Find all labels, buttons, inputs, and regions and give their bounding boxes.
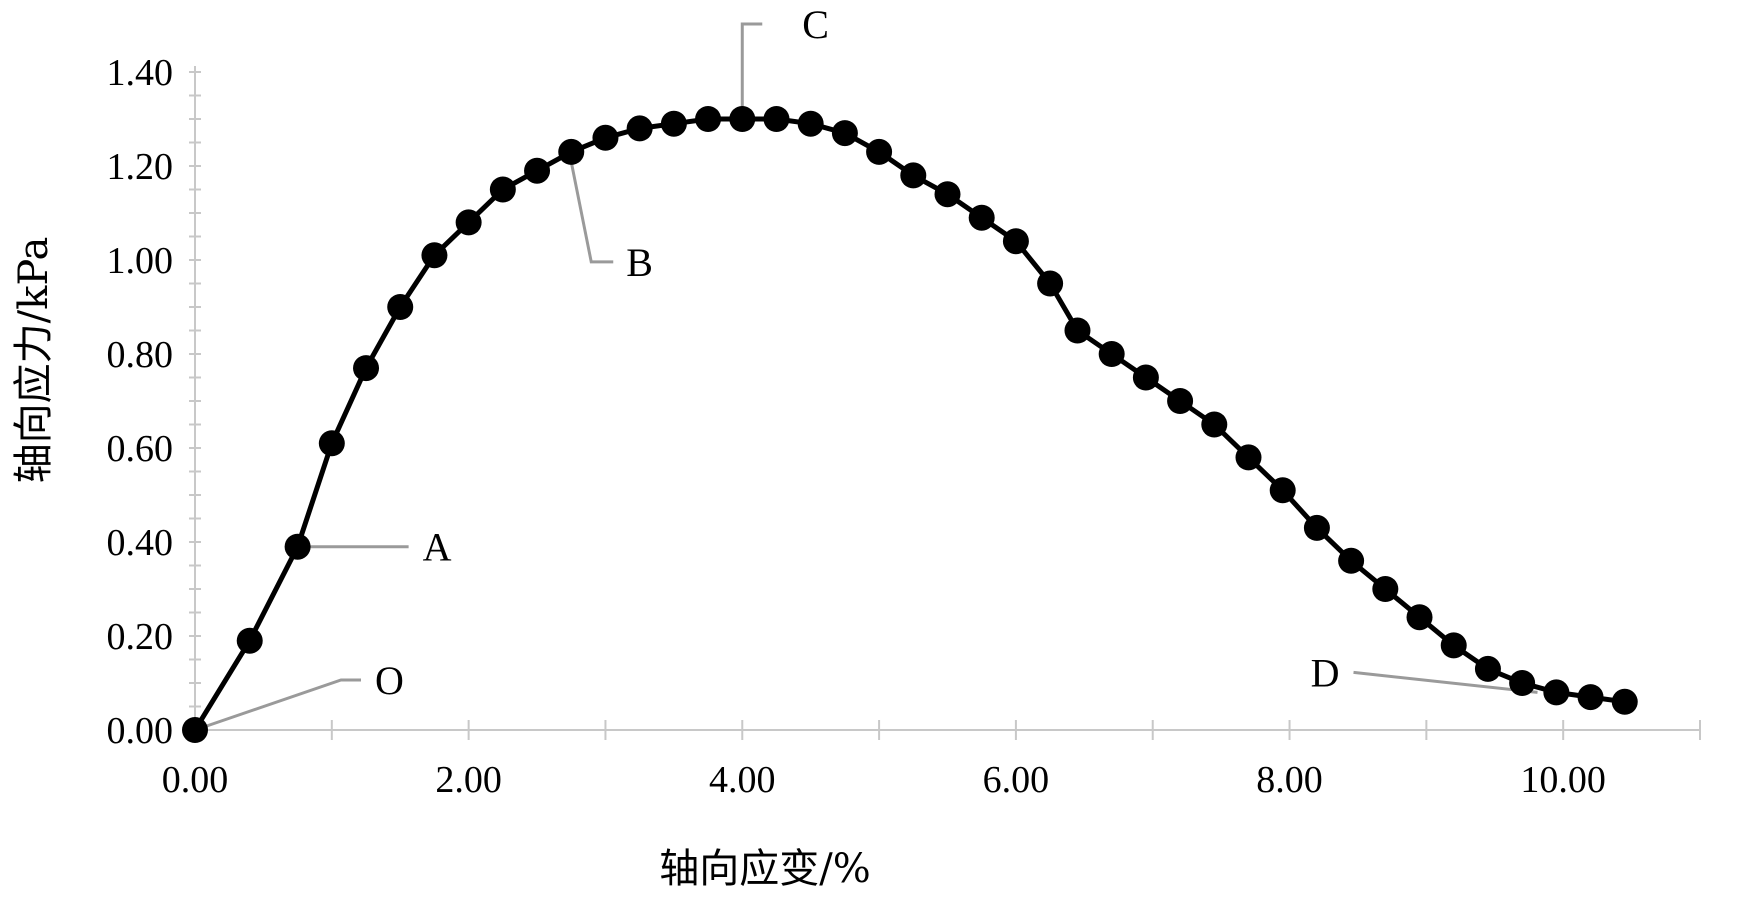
y-tick-label: 1.00	[107, 240, 174, 282]
data-point	[236, 627, 263, 654]
data-point	[1338, 547, 1365, 574]
data-point	[1064, 317, 1091, 344]
data-point	[1098, 341, 1125, 367]
x-axis-title: 轴向应变/%	[659, 846, 870, 892]
data-point	[626, 115, 653, 142]
data-point	[934, 181, 961, 208]
data-point	[729, 106, 756, 132]
data-point	[1440, 632, 1467, 659]
data-point	[524, 157, 551, 184]
data-point	[831, 120, 858, 147]
x-minor-ticks	[194, 720, 1701, 740]
data-point	[318, 430, 345, 457]
data-point	[1269, 477, 1296, 504]
data-point	[797, 110, 824, 137]
x-tick-label: 2.00	[435, 759, 502, 801]
annotation-label-a: A	[423, 525, 452, 570]
y-tick-label: 0.20	[107, 616, 174, 658]
data-point	[1372, 576, 1399, 602]
x-tick-label: 8.00	[1256, 759, 1323, 801]
data-point	[353, 355, 380, 382]
data-point	[1002, 228, 1029, 255]
annotation-leaders	[194, 22, 1538, 732]
data-point	[421, 242, 448, 269]
data-point	[455, 209, 482, 236]
data-point	[1132, 364, 1159, 391]
data-point	[660, 110, 687, 137]
data-point	[695, 106, 722, 132]
x-tick-label: 6.00	[983, 759, 1050, 801]
annotation-label-c: C	[802, 2, 829, 47]
annotation-leader-o	[194, 678, 361, 732]
data-point	[182, 717, 208, 743]
y-tick-label: 0.80	[107, 334, 174, 376]
y-axis-title: 轴向应力/kPa	[11, 237, 57, 484]
data-point	[1406, 604, 1433, 631]
y-tick-label: 0.60	[107, 428, 174, 470]
y-tick-label: 0.00	[107, 710, 174, 752]
annotation-labels: O A B C D	[375, 2, 1340, 703]
data-point	[1303, 514, 1330, 541]
y-tick-label: 1.20	[107, 146, 174, 188]
axes: 0.00 0.20 0.40 0.60 0.80 1.00 1.20 1.40 0.00 2.0…	[107, 52, 1701, 801]
data-point	[866, 138, 893, 165]
x-tick-label: 10.00	[1520, 759, 1606, 801]
data-point	[1235, 444, 1262, 471]
data-point	[1611, 688, 1638, 715]
annotation-label-d: D	[1311, 650, 1340, 695]
x-tick-labels: 0.00 2.00 4.00 6.00 8.00 10.00	[162, 759, 1606, 801]
annotation-label-b: B	[626, 240, 653, 285]
data-point	[489, 176, 516, 203]
annotation-label-o: O	[375, 658, 404, 703]
y-tick-label: 0.40	[107, 522, 174, 564]
data-point	[592, 124, 619, 151]
data-point	[1577, 684, 1604, 711]
series-line	[192, 116, 1626, 732]
x-tick-label: 4.00	[709, 759, 776, 801]
data-point	[1167, 388, 1194, 414]
data-point	[558, 138, 585, 165]
data-point	[1474, 655, 1501, 682]
annotation-leader-c	[740, 22, 763, 107]
data-point	[763, 106, 790, 132]
data-point	[1037, 270, 1064, 297]
y-tick-labels: 0.00 0.20 0.40 0.60 0.80 1.00 1.20 1.40	[107, 52, 174, 752]
data-point	[1201, 411, 1228, 438]
data-point	[1509, 670, 1536, 696]
annotation-leader-b	[569, 161, 614, 264]
data-point	[284, 533, 311, 560]
y-tick-label: 1.40	[107, 52, 174, 94]
data-point	[968, 204, 995, 231]
data-point	[900, 162, 927, 189]
data-markers	[182, 106, 1638, 743]
data-point	[387, 294, 414, 320]
y-minor-ticks	[189, 71, 201, 731]
x-tick-label: 0.00	[162, 759, 229, 801]
annotation-leader-d	[1353, 670, 1538, 694]
data-point	[1543, 679, 1570, 706]
